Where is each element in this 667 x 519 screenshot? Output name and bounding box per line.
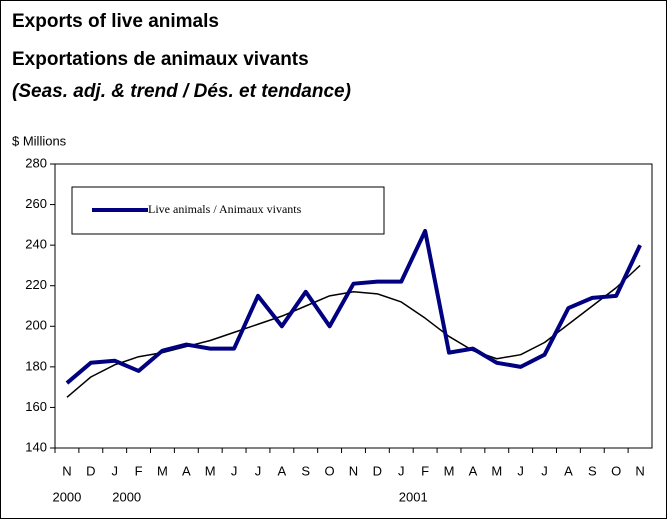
x-tick-label: J bbox=[398, 463, 405, 478]
x-tick-label: M bbox=[491, 463, 502, 478]
y-tick-label: 240 bbox=[25, 237, 47, 252]
x-tick-label: J bbox=[541, 463, 548, 478]
x-tick-label: O bbox=[325, 463, 335, 478]
x-tick-label: N bbox=[62, 463, 71, 478]
x-tick-label: J bbox=[231, 463, 238, 478]
x-tick-label: N bbox=[635, 463, 644, 478]
x-tick-label: F bbox=[421, 463, 429, 478]
x-tick-label: A bbox=[564, 463, 573, 478]
y-tick-label: 160 bbox=[25, 399, 47, 414]
legend-label: Live animals / Animaux vivants bbox=[148, 202, 302, 216]
x-tick-label: N bbox=[349, 463, 358, 478]
x-tick-label: M bbox=[205, 463, 216, 478]
x-tick-label: D bbox=[86, 463, 95, 478]
x-tick-label: F bbox=[135, 463, 143, 478]
x-tick-label: S bbox=[301, 463, 310, 478]
y-tick-label: 260 bbox=[25, 196, 47, 211]
x-tick-label: O bbox=[611, 463, 621, 478]
x-tick-label: J bbox=[517, 463, 524, 478]
chart-title: Exports of live animals bbox=[12, 11, 219, 32]
y-tick-label: 280 bbox=[25, 155, 47, 170]
x-group-label: 2001 bbox=[399, 489, 428, 504]
chart-subtitle: Exportations de animaux vivants bbox=[12, 49, 309, 70]
x-tick-label: J bbox=[255, 463, 262, 478]
legend-box bbox=[71, 186, 385, 235]
x-tick-label: S bbox=[588, 463, 597, 478]
x-tick-label: M bbox=[157, 463, 168, 478]
y-tick-label: 140 bbox=[25, 439, 47, 454]
x-tick-label: A bbox=[278, 463, 287, 478]
y-tick-label: 200 bbox=[25, 318, 47, 333]
x-tick-label: A bbox=[182, 463, 191, 478]
y-axis-label: $ Millions bbox=[12, 133, 67, 148]
x-tick-label: J bbox=[111, 463, 118, 478]
x-group-label: 2000 bbox=[52, 489, 81, 504]
x-group-label: 2000 bbox=[112, 489, 141, 504]
y-tick-label: 180 bbox=[25, 358, 47, 373]
x-tick-label: M bbox=[444, 463, 455, 478]
y-tick-label: 220 bbox=[25, 277, 47, 292]
chart-note: (Seas. adj. & trend / Dés. et tendance) bbox=[12, 81, 351, 102]
x-tick-label: A bbox=[469, 463, 478, 478]
x-tick-label: D bbox=[373, 463, 382, 478]
series-line bbox=[65, 228, 642, 385]
